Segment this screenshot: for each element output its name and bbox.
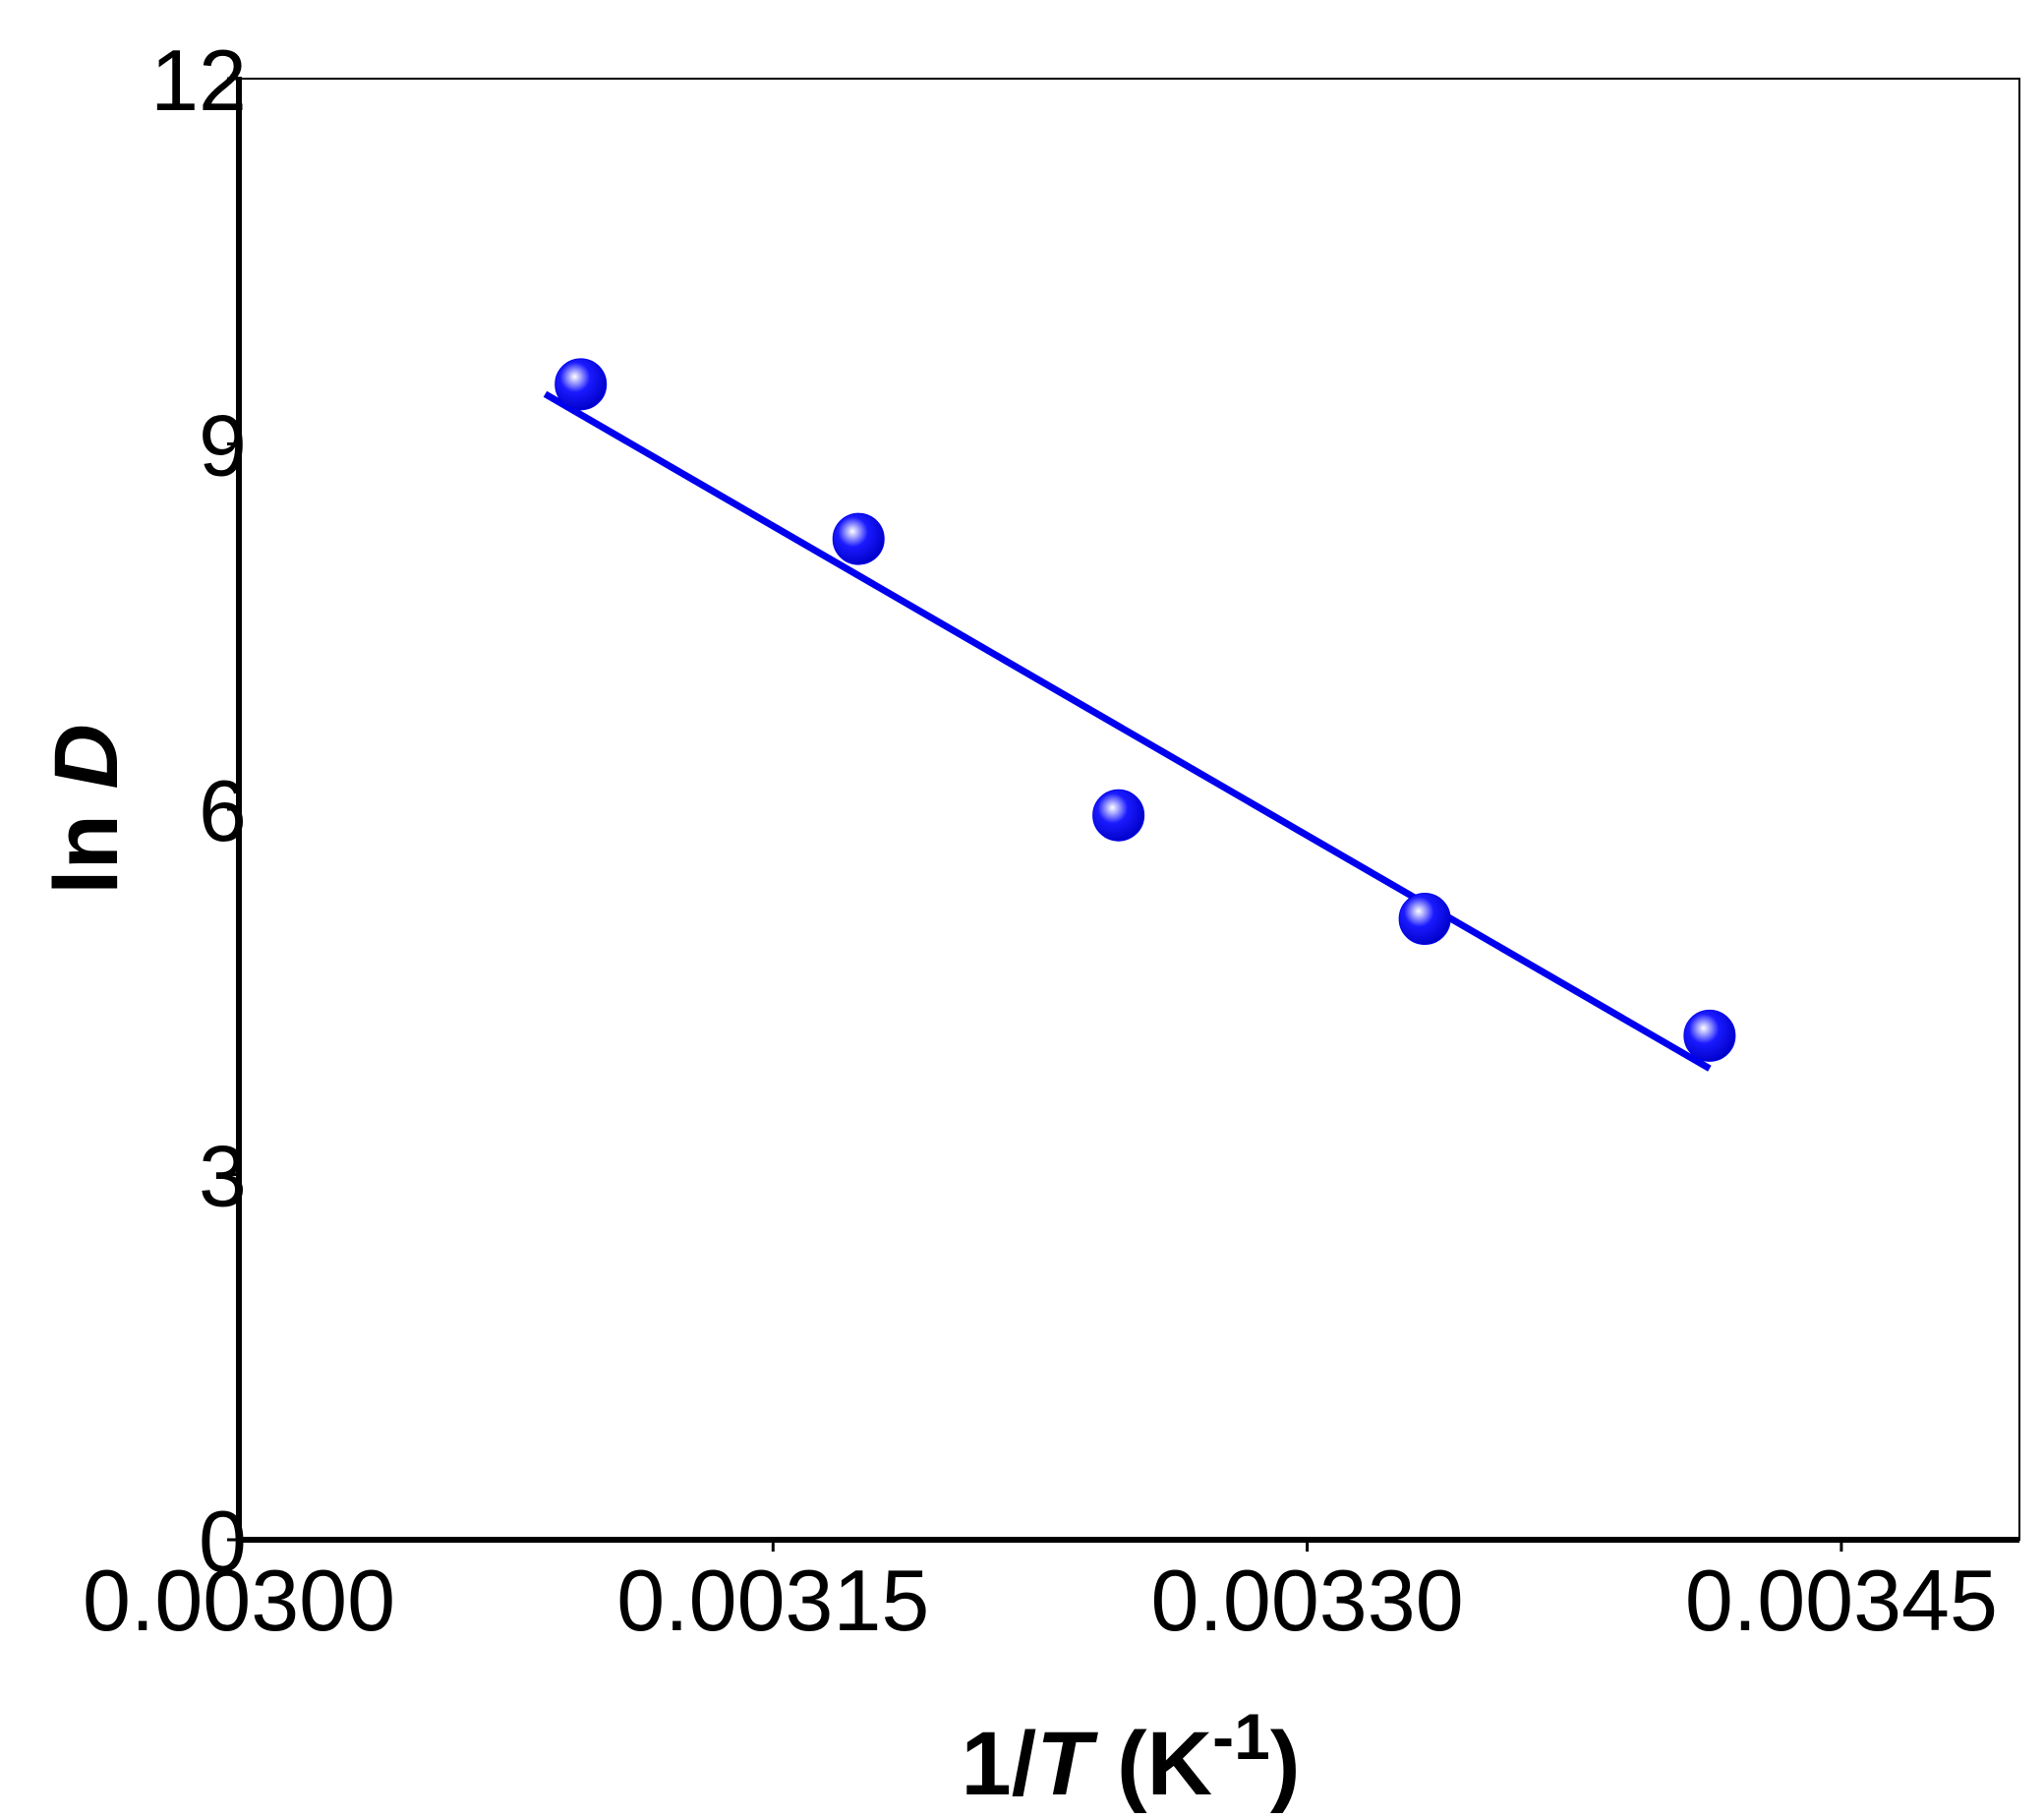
x-label-exponent: -1	[1212, 1700, 1270, 1773]
y-label-var: D	[36, 724, 137, 789]
fit-line	[543, 390, 1712, 1072]
y-tick-label: 3	[199, 1128, 247, 1225]
x-tick-label: 0.00315	[616, 1552, 929, 1649]
y-tick-label: 6	[199, 762, 247, 859]
x-label-unit: (K	[1091, 1714, 1212, 1814]
y-tick-label: 12	[150, 31, 247, 129]
data-point	[1092, 789, 1145, 842]
x-tick-label: 0.00300	[83, 1552, 395, 1649]
x-label-text: 1/	[962, 1714, 1037, 1814]
x-axis-label: 1/T (K-1)	[962, 1700, 1301, 1814]
x-tick-label: 0.00330	[1151, 1552, 1464, 1649]
y-tick-label: 9	[199, 397, 247, 495]
y-axis-label: ln D	[36, 724, 137, 895]
y-label-text: ln	[36, 790, 137, 895]
data-point	[832, 512, 885, 565]
x-tick-label: 0.00345	[1685, 1552, 1998, 1649]
data-point	[1398, 892, 1451, 945]
data-point	[1683, 1009, 1736, 1062]
data-point	[555, 358, 608, 411]
x-label-close: )	[1270, 1714, 1301, 1814]
x-label-var: T	[1036, 1714, 1098, 1814]
